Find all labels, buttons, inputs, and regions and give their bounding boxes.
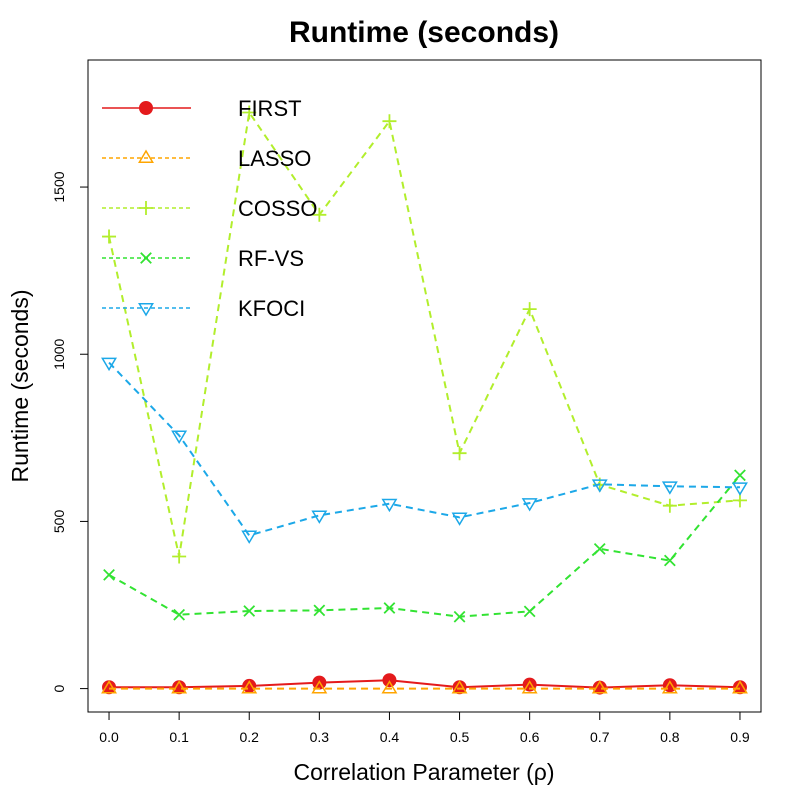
data-point-kfoci bbox=[451, 512, 468, 526]
data-point-rf-vs bbox=[243, 605, 256, 617]
data-point-rf-vs bbox=[593, 542, 606, 555]
data-point-rf-vs bbox=[663, 554, 676, 567]
data-point-kfoci bbox=[591, 479, 608, 493]
x-tick-label: 0.5 bbox=[450, 729, 470, 745]
data-point-cosso bbox=[662, 498, 677, 513]
y-tick-label: 500 bbox=[51, 510, 67, 534]
data-point-cosso bbox=[172, 549, 187, 564]
data-point-kfoci bbox=[732, 482, 748, 496]
data-point-lasso bbox=[241, 680, 258, 694]
legend-marker bbox=[140, 252, 152, 264]
legend-label: LASSO bbox=[238, 146, 311, 171]
x-tick-label: 0.4 bbox=[380, 729, 400, 745]
x-axis-label: Correlation Parameter (ρ) bbox=[293, 759, 554, 785]
data-point-lasso bbox=[171, 680, 188, 694]
legend-item-cosso: COSSO bbox=[102, 196, 317, 221]
chart-title: Runtime (seconds) bbox=[289, 16, 559, 49]
legend-item-rf-vs: RF-VS bbox=[102, 246, 304, 271]
legend-marker bbox=[139, 101, 153, 115]
series-line-first bbox=[109, 679, 740, 689]
data-point-lasso bbox=[591, 680, 608, 694]
data-point-lasso bbox=[451, 680, 468, 694]
data-point-rf-vs bbox=[173, 608, 186, 621]
series-first bbox=[102, 673, 747, 695]
y-tick-label: 1500 bbox=[51, 171, 67, 202]
data-point-rf-vs bbox=[523, 605, 536, 618]
data-point-rf-vs bbox=[383, 602, 396, 614]
series-lasso bbox=[101, 680, 748, 694]
data-point-rf-vs bbox=[103, 569, 115, 581]
data-point-cosso bbox=[312, 207, 327, 222]
series-rf-vs bbox=[103, 469, 746, 623]
y-axis-label: Runtime (seconds) bbox=[7, 289, 33, 482]
data-point-kfoci bbox=[311, 510, 328, 524]
data-point-kfoci bbox=[381, 498, 398, 513]
legend-marker bbox=[138, 149, 154, 163]
data-point-lasso bbox=[732, 680, 748, 694]
x-tick-label: 0.8 bbox=[660, 729, 680, 745]
data-point-cosso bbox=[242, 105, 257, 120]
legend-label: RF-VS bbox=[238, 246, 304, 271]
legend: FIRST LASSO COSSO RF-VS KFOCI bbox=[102, 96, 317, 321]
data-point-kfoci bbox=[171, 430, 188, 444]
series-line-cosso bbox=[108, 109, 741, 557]
legend-marker bbox=[138, 303, 154, 317]
series-kfoci bbox=[101, 357, 748, 544]
data-point-lasso bbox=[101, 680, 117, 694]
y-tick-label: 0 bbox=[51, 684, 67, 692]
x-tick-label: 0.2 bbox=[240, 729, 260, 745]
x-tick-label: 0.9 bbox=[730, 729, 750, 745]
data-point-lasso bbox=[311, 680, 328, 694]
data-point-rf-vs bbox=[313, 604, 326, 617]
data-point-lasso bbox=[521, 680, 538, 694]
y-tick-label: 1000 bbox=[51, 338, 67, 369]
data-point-cosso bbox=[522, 302, 537, 317]
data-point-kfoci bbox=[101, 357, 117, 372]
series-layer bbox=[101, 105, 748, 695]
x-tick-label: 0.0 bbox=[99, 729, 119, 745]
legend-label: COSSO bbox=[238, 196, 317, 221]
legend-label: KFOCI bbox=[238, 296, 305, 321]
legend-marker bbox=[139, 201, 153, 215]
data-point-cosso bbox=[382, 114, 397, 129]
data-point-kfoci bbox=[521, 498, 538, 512]
x-tick-label: 0.3 bbox=[310, 729, 330, 745]
data-point-cosso bbox=[102, 229, 117, 244]
data-point-kfoci bbox=[241, 530, 258, 544]
x-tick-label: 0.1 bbox=[169, 729, 189, 745]
x-tick-label: 0.6 bbox=[520, 729, 540, 745]
legend-item-lasso: LASSO bbox=[102, 146, 311, 171]
legend-item-first: FIRST bbox=[102, 96, 302, 121]
data-point-lasso bbox=[661, 680, 678, 694]
y-axis: 0 500 1000 1500 bbox=[51, 171, 89, 692]
legend-label: FIRST bbox=[238, 96, 302, 121]
series-cosso bbox=[102, 105, 747, 564]
series-line-rf-vs bbox=[108, 474, 741, 618]
data-point-kfoci bbox=[661, 481, 678, 495]
x-axis: 0.0 0.1 0.2 0.3 0.4 0.5 0.6 0.7 0.8 0.9 bbox=[99, 711, 750, 745]
data-point-rf-vs bbox=[734, 469, 746, 482]
legend-item-kfoci: KFOCI bbox=[102, 296, 305, 321]
x-tick-label: 0.7 bbox=[590, 729, 610, 745]
data-point-rf-vs bbox=[453, 610, 466, 623]
data-point-cosso bbox=[452, 446, 467, 461]
series-line-kfoci bbox=[108, 361, 740, 537]
data-point-lasso bbox=[381, 680, 398, 694]
